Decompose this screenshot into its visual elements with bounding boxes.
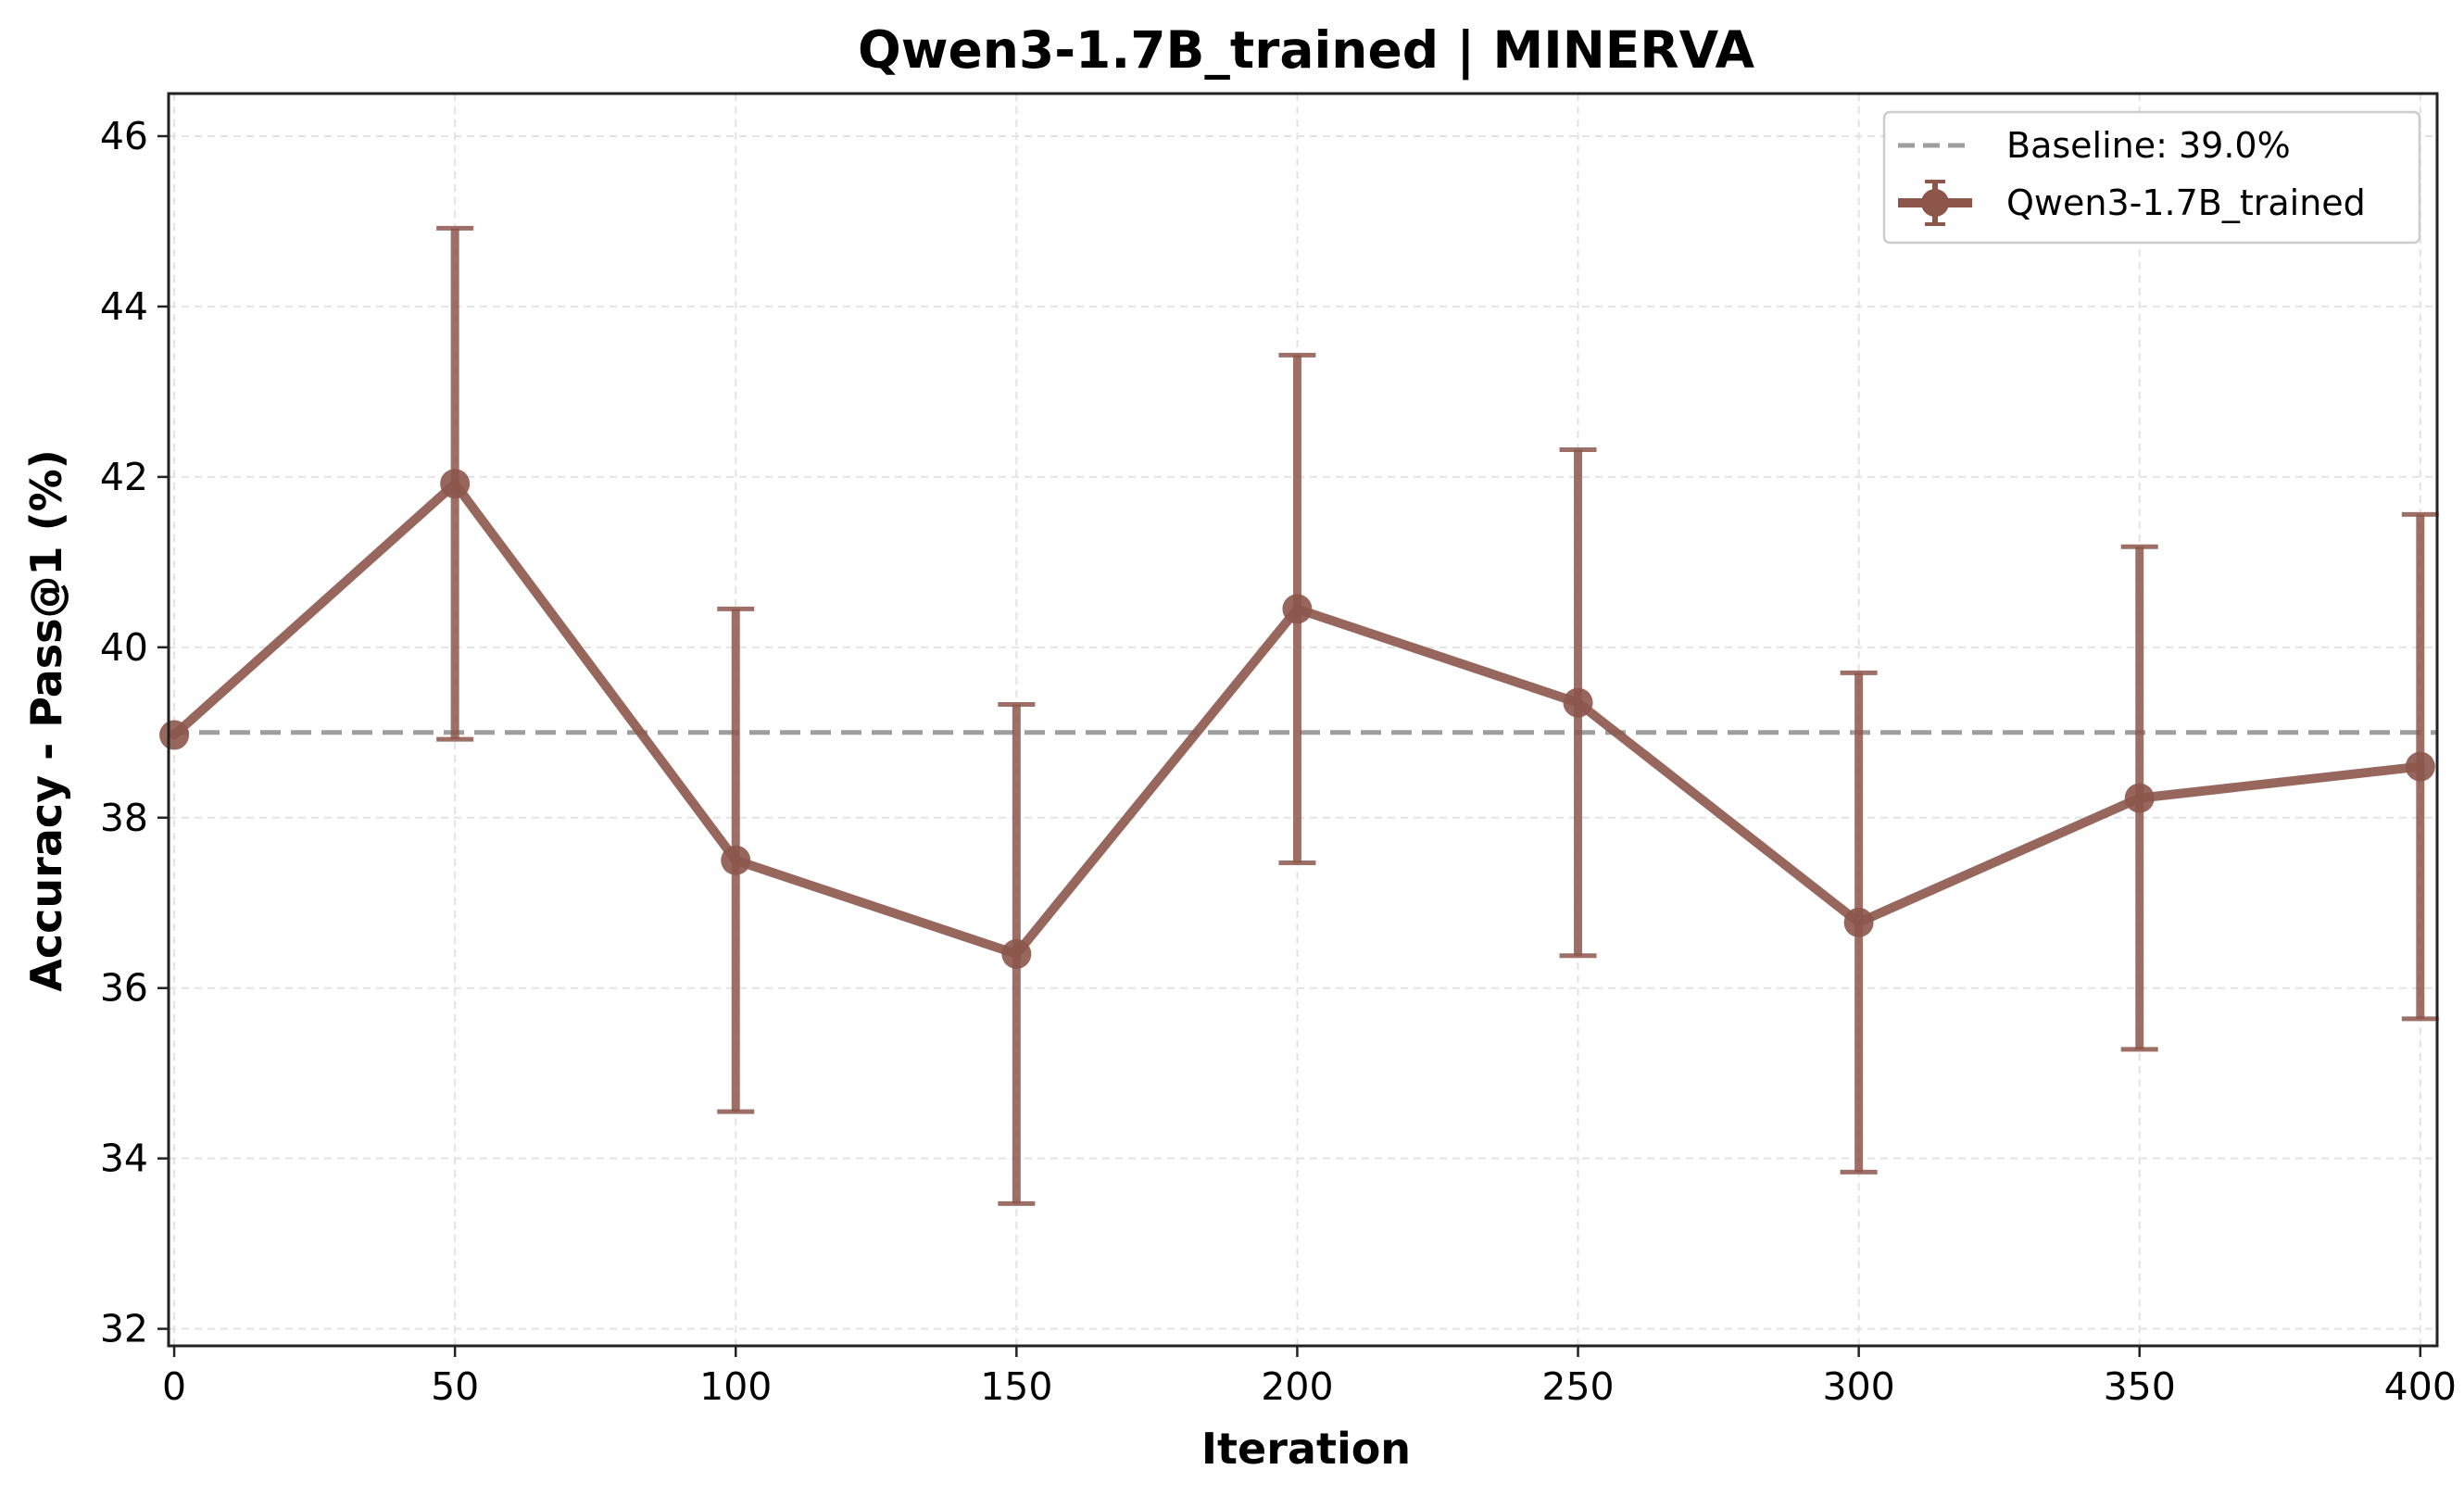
legend-baseline-label: Baseline: 39.0% [2006, 125, 2291, 166]
data-point [1001, 938, 1032, 969]
data-point [721, 845, 751, 875]
y-tick-label: 32 [100, 1307, 148, 1351]
x-tick-label: 250 [1541, 1364, 1614, 1409]
data-point [2405, 751, 2435, 782]
y-tick-label: 44 [100, 284, 148, 329]
y-tick-label: 40 [100, 625, 148, 670]
x-tick-label: 400 [2384, 1364, 2457, 1409]
data-point [440, 469, 471, 499]
y-tick-label: 36 [100, 966, 148, 1011]
series-layer [159, 225, 2439, 1206]
y-tick-label: 34 [100, 1137, 148, 1181]
x-tick-label: 300 [1822, 1364, 1894, 1409]
data-point [1843, 907, 1874, 937]
legend-series-label: Qwen3-1.7B_trained [2006, 182, 2366, 223]
data-point [1282, 594, 1313, 624]
y-tick-label: 46 [100, 114, 148, 158]
grid [169, 94, 2437, 1346]
legend: Baseline: 39.0% Qwen3-1.7B_trained [1882, 110, 2421, 245]
x-tick-label: 350 [2104, 1364, 2176, 1409]
legend-series-swatch [1898, 180, 1972, 226]
plot-area-frame [167, 92, 2439, 1348]
legend-marker [1921, 189, 1949, 217]
axis-ticks: 0 50 100 150 200 250 300 350 400 32 34 36 38 40 42 44 46 [100, 114, 2457, 1409]
y-axis-title: Accuracy - Pass@1 (%) [21, 449, 71, 991]
x-tick-label: 50 [431, 1364, 479, 1409]
data-point [2124, 783, 2155, 813]
legend-box [1882, 110, 2421, 245]
x-tick-label: 150 [980, 1364, 1052, 1409]
data-point [159, 720, 190, 750]
data-point [1563, 687, 1593, 718]
y-tick-label: 42 [100, 455, 148, 499]
x-tick-label: 0 [162, 1364, 186, 1409]
x-tick-label: 100 [699, 1364, 772, 1409]
y-tick-label: 38 [100, 796, 148, 840]
x-tick-label: 200 [1261, 1364, 1333, 1409]
x-axis-title: Iteration [1201, 1424, 1411, 1474]
chart-title: Qwen3-1.7B_trained | MINERVA [858, 20, 1755, 81]
